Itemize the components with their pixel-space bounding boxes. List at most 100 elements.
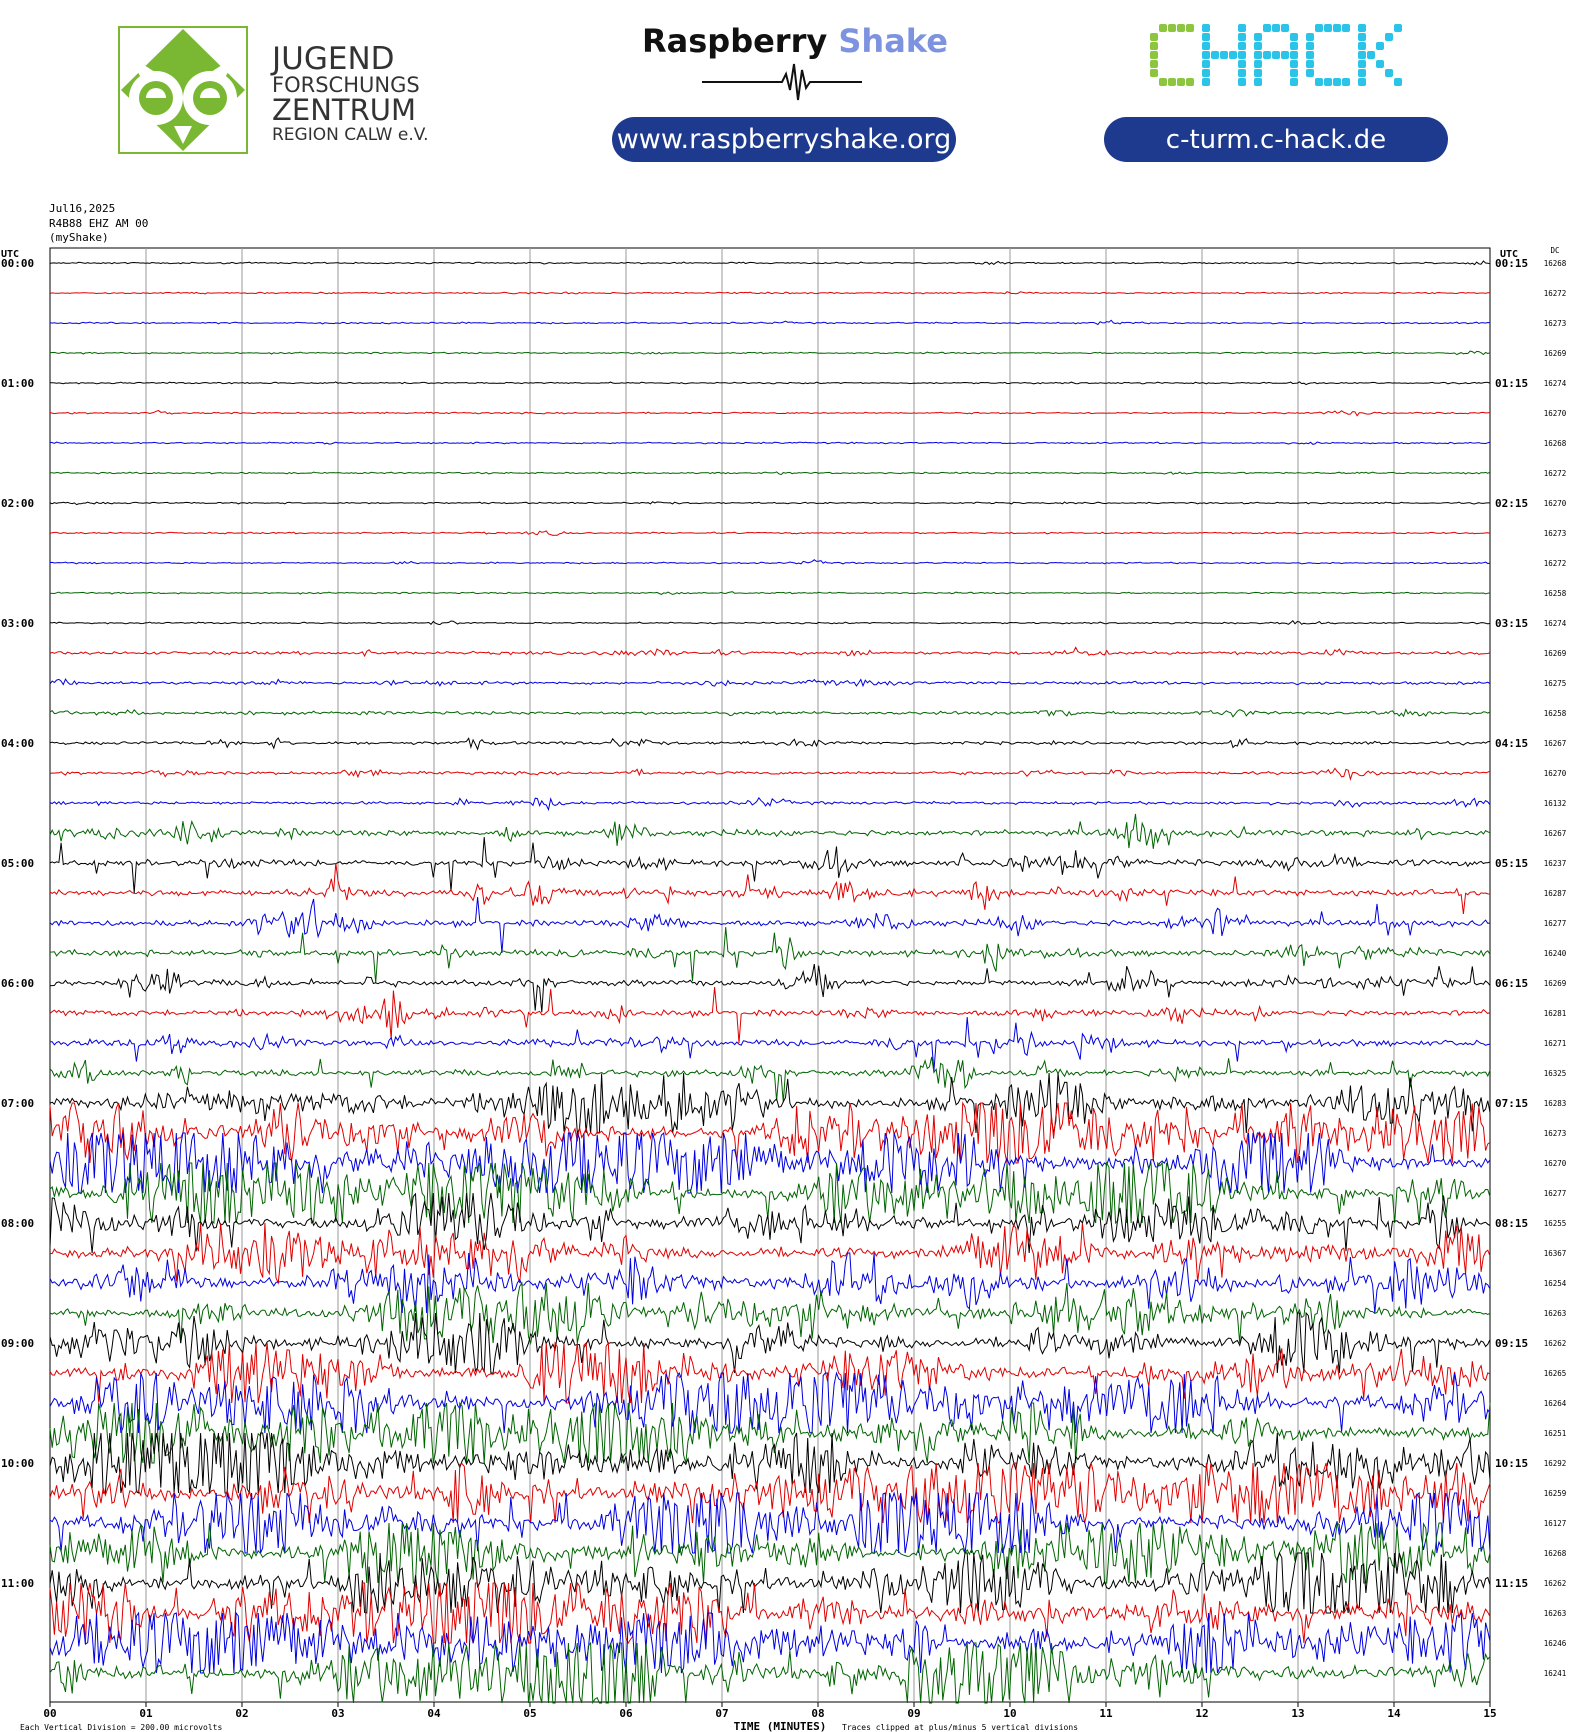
- x-tick-label: 14: [1387, 1707, 1401, 1720]
- x-tick-label: 04: [427, 1707, 441, 1720]
- trace-row: [49, 1101, 1491, 1164]
- x-tick-label: 12: [1195, 1707, 1208, 1720]
- dc-value-label: 16268: [1544, 259, 1567, 268]
- helicorder-traces: [49, 260, 1491, 1705]
- dc-value-label: 16325: [1544, 1069, 1567, 1078]
- x-tick-label: 03: [331, 1707, 344, 1720]
- left-time-label: 00:00: [1, 257, 34, 270]
- dc-value-label: 16263: [1544, 1609, 1567, 1618]
- right-time-label: 02:15: [1495, 497, 1528, 510]
- dc-value-label: 16255: [1544, 1219, 1567, 1228]
- dc-value-label: 16263: [1544, 1309, 1567, 1318]
- x-tick-label: 13: [1291, 1707, 1304, 1720]
- dc-header-label: DC: [1550, 246, 1559, 255]
- dc-value-label: 16292: [1544, 1459, 1567, 1468]
- right-time-label: 04:15: [1495, 737, 1528, 750]
- left-time-label: 05:00: [1, 857, 34, 870]
- trace-row: [49, 1281, 1491, 1345]
- trace-row: [49, 591, 1491, 595]
- jfz-line-4: REGION CALW e.V.: [272, 125, 429, 145]
- dc-value-label: 16132: [1544, 799, 1567, 808]
- trace-row: [49, 1017, 1491, 1072]
- trace-row: [49, 797, 1491, 812]
- helicorder-labels: 00 01 02 03 04 05 06 07 08 09 10 11 12 13 14 15 16268 00:…: [1, 246, 1567, 1732]
- left-time-label: 06:00: [1, 977, 34, 990]
- trace-row: [49, 1521, 1491, 1584]
- x-tick-label: 10: [1003, 1707, 1016, 1720]
- dc-value-label: 16268: [1544, 439, 1567, 448]
- dc-value-label: 16277: [1544, 919, 1567, 928]
- trace-row: [49, 1551, 1491, 1614]
- dc-value-label: 16251: [1544, 1429, 1567, 1438]
- trace-row: [49, 1641, 1491, 1705]
- dc-value-label: 16270: [1544, 499, 1567, 508]
- x-axis-title: TIME (MINUTES): [734, 1720, 827, 1732]
- trace-row: [49, 1462, 1491, 1524]
- left-time-label: 01:00: [1, 377, 34, 390]
- dc-value-label: 16283: [1544, 1099, 1567, 1108]
- x-tick-label: 15: [1483, 1707, 1496, 1720]
- dc-value-label: 16270: [1544, 1159, 1567, 1168]
- dc-value-label: 16246: [1544, 1639, 1567, 1648]
- dc-value-label: 16268: [1544, 1549, 1567, 1558]
- dc-value-label: 16267: [1544, 739, 1567, 748]
- left-time-label: 03:00: [1, 617, 34, 630]
- trace-row: [49, 381, 1491, 386]
- trace-row: [49, 441, 1491, 445]
- left-utc-label: UTC: [1, 249, 19, 260]
- dc-value-label: 16270: [1544, 769, 1567, 778]
- raspberryshake-url-link[interactable]: www.raspberryshake.org: [612, 117, 956, 162]
- header-banner: JUGEND FORSCHUNGS ZENTRUM REGION CALW e.…: [0, 0, 1570, 180]
- jfz-wordmark: JUGEND FORSCHUNGS ZENTRUM REGION CALW e.…: [272, 44, 429, 144]
- right-time-label: 07:15: [1495, 1097, 1528, 1110]
- rs-title-raspberry: Raspberry: [642, 22, 828, 60]
- chack-letter-c: [1150, 24, 1194, 86]
- trace-row: [49, 963, 1491, 1013]
- right-time-label: 01:15: [1495, 377, 1528, 390]
- data-source: (myShake): [49, 231, 109, 244]
- right-time-label: 11:15: [1495, 1577, 1528, 1590]
- dc-value-label: 16254: [1544, 1279, 1567, 1288]
- trace-row: [49, 767, 1491, 782]
- trace-row: [49, 319, 1491, 326]
- trace-row: [49, 1056, 1491, 1103]
- trace-row: [49, 1252, 1491, 1314]
- trace-row: [49, 260, 1491, 266]
- dc-value-label: 16270: [1544, 409, 1567, 418]
- trace-row: [49, 1161, 1491, 1225]
- trace-row: [49, 1611, 1491, 1674]
- trace-row: [49, 350, 1491, 356]
- station-code: R4B88 EHZ AM 00: [49, 216, 149, 230]
- left-time-label: 02:00: [1, 497, 34, 510]
- dc-value-label: 16127: [1544, 1519, 1567, 1528]
- x-tick-label: 05: [523, 1707, 536, 1720]
- x-tick-label: 00: [43, 1707, 56, 1720]
- chack-letter-c: [1306, 24, 1350, 86]
- x-tick-label: 01: [139, 1707, 153, 1720]
- scale-note: Each Vertical Division = 200.00 microvol…: [20, 1723, 222, 1732]
- trace-row: [49, 737, 1491, 751]
- dc-value-label: 16264: [1544, 1399, 1567, 1408]
- trace-row: [49, 619, 1491, 626]
- left-time-label: 04:00: [1, 737, 34, 750]
- trace-row: [49, 1341, 1491, 1404]
- x-tick-label: 07: [715, 1707, 728, 1720]
- dc-value-label: 16277: [1544, 1189, 1567, 1198]
- dc-value-label: 16258: [1544, 709, 1567, 718]
- trace-row: [49, 1192, 1491, 1254]
- right-time-label: 10:15: [1495, 1457, 1528, 1470]
- dc-value-label: 16269: [1544, 349, 1567, 358]
- dc-value-label: 16273: [1544, 319, 1567, 328]
- right-utc-label: UTC: [1500, 249, 1518, 260]
- right-time-label: 05:15: [1495, 857, 1528, 870]
- trace-row: [49, 1401, 1491, 1464]
- right-time-label: 08:15: [1495, 1217, 1528, 1230]
- dc-value-label: 16237: [1544, 859, 1567, 868]
- chack-letter-h: [1202, 24, 1246, 86]
- jfz-line-2: FORSCHUNGS: [272, 73, 420, 97]
- dc-value-label: 16269: [1544, 979, 1567, 988]
- chack-url-link[interactable]: c-turm.c-hack.de: [1104, 117, 1448, 162]
- recording-date: Jul16,2025: [49, 202, 116, 215]
- x-tick-label: 11: [1099, 1707, 1113, 1720]
- x-tick-label: 08: [811, 1707, 824, 1720]
